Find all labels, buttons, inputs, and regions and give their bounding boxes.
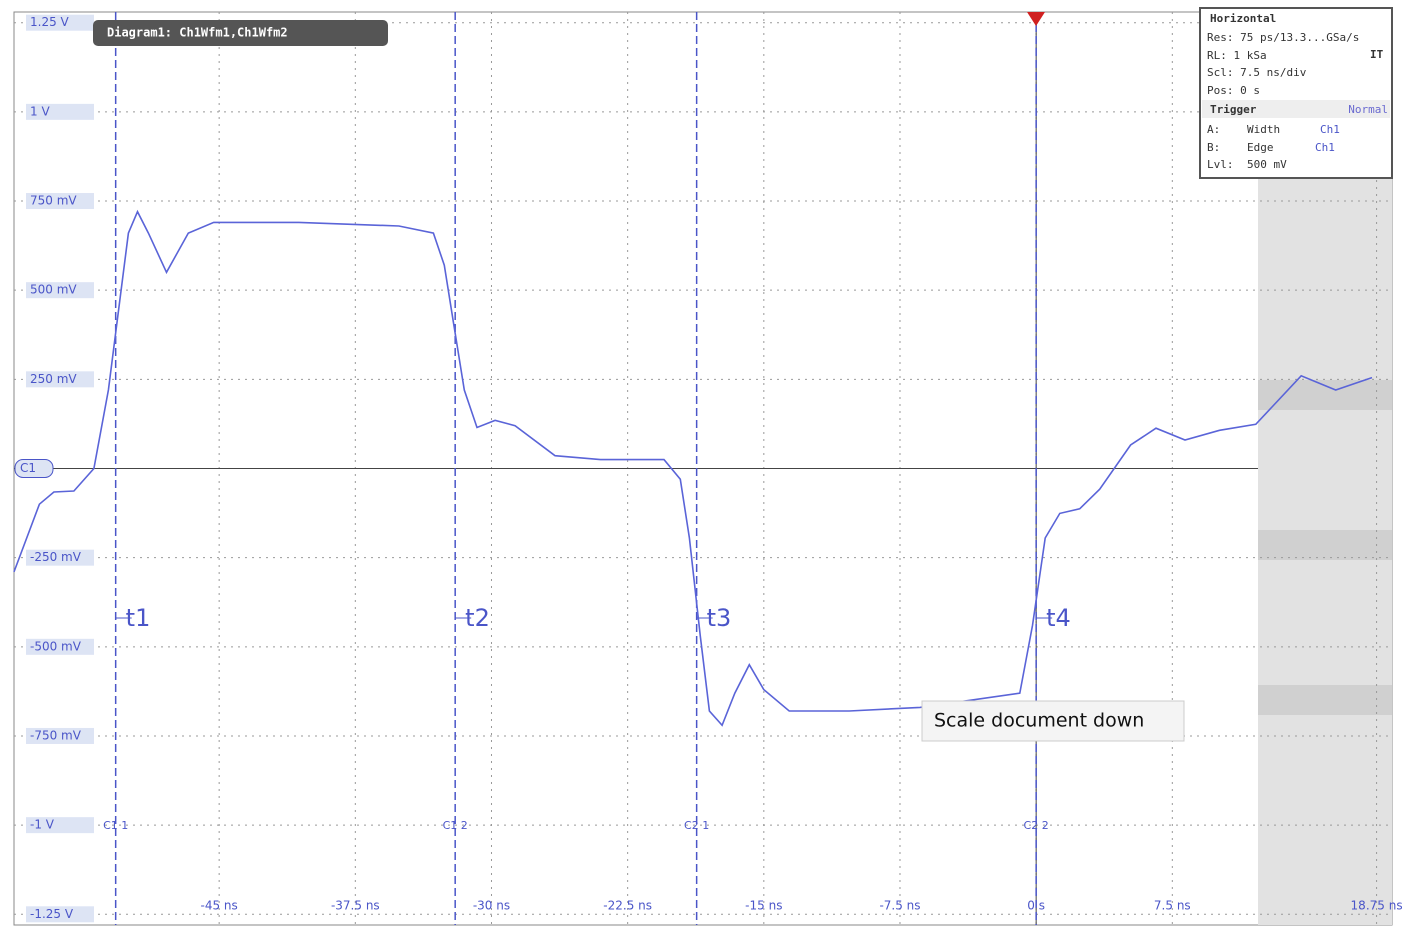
cursor-marker: C1 2	[443, 819, 468, 832]
cursor-marker: C2 1	[684, 819, 709, 832]
y-tick-bg	[26, 549, 94, 566]
y-tick-bg	[26, 817, 94, 834]
trigger-b: B:	[1207, 141, 1220, 154]
tooltip	[921, 700, 1185, 742]
waveform	[13, 209, 1373, 727]
y-tick-label: -750 mV	[30, 728, 82, 742]
y-tick-bg	[26, 371, 94, 388]
y-tick-label: -500 mV	[30, 639, 82, 653]
x-tick-label: -7.5 ns	[879, 899, 920, 913]
panel-box	[1199, 7, 1393, 179]
y-tick-label: 250 mV	[30, 372, 77, 386]
trigger-a: A:	[1207, 123, 1220, 136]
trigger-header	[1202, 100, 1390, 118]
y-tick-bg	[26, 727, 94, 744]
channel-marker-bg	[14, 459, 54, 478]
tooltip-text: Scale document down	[934, 710, 1144, 732]
trigger-a-type: Width	[1247, 123, 1280, 136]
trigger-b-type: Edge	[1247, 141, 1274, 154]
y-tick-bg	[26, 906, 94, 923]
x-tick-label: -45 ns	[201, 899, 238, 913]
trigger-mode: Normal	[1348, 103, 1388, 116]
trigger-title: Trigger	[1210, 103, 1257, 116]
diagram-tab	[93, 20, 388, 46]
cursor-marker: C1 1	[103, 819, 128, 832]
horizontal-panel: Horizontal Res: 75 ps/13.3...GSa/s IT RL…	[1199, 7, 1393, 179]
y-tick-label: 1.25 V	[30, 15, 70, 29]
trigger-a-src: Ch1	[1320, 123, 1340, 136]
x-tick-label: -22.5 ns	[603, 899, 652, 913]
panel-rl: RL: 1 kSa	[1207, 49, 1267, 62]
y-tick-bg	[26, 14, 94, 31]
y-tick-bg	[26, 103, 94, 120]
panel-title: Horizontal	[1210, 12, 1276, 25]
y-tick-label: -1 V	[30, 818, 55, 832]
trigger-lvl-value: 500 mV	[1247, 158, 1287, 171]
diagram-label: Diagram1: Ch1Wfm1,Ch1Wfm2	[107, 26, 288, 40]
y-tick-bg	[26, 282, 94, 299]
cursor-label: t2	[465, 604, 490, 632]
y-tick-label: -250 mV	[30, 550, 82, 564]
cursor-label: t1	[126, 604, 151, 632]
channel-marker: C1	[20, 461, 36, 475]
x-tick-label: -37.5 ns	[331, 899, 380, 913]
panel-scl: Scl: 7.5 ns/div	[1207, 66, 1307, 79]
y-tick-label: -1.25 V	[30, 907, 74, 921]
band	[1258, 530, 1392, 560]
y-tick-bg	[26, 193, 94, 210]
y-tick-label: 1 V	[30, 104, 50, 118]
y-tick-bg	[26, 638, 94, 655]
band	[1258, 380, 1392, 410]
x-tick-label: 18.75 ns	[1351, 899, 1403, 913]
cursor-label: t4	[1046, 604, 1071, 632]
x-tick-label: -15 ns	[745, 899, 782, 913]
panel-pos: Pos: 0 s	[1207, 84, 1260, 97]
y-tick-label: 750 mV	[30, 194, 77, 208]
band	[1258, 685, 1392, 715]
trigger-marker	[1027, 12, 1045, 26]
trigger-b-src: Ch1	[1315, 141, 1335, 154]
y-tick-label: 500 mV	[30, 283, 77, 297]
cursor-marker: C2 2	[1024, 819, 1049, 832]
x-tick-label: -30 ns	[473, 899, 510, 913]
trigger-lvl: Lvl:	[1207, 158, 1234, 171]
cursor-label: t3	[707, 604, 732, 632]
panel-mode: IT	[1370, 48, 1384, 61]
x-tick-label: 7.5 ns	[1154, 899, 1191, 913]
panel-res: Res: 75 ps/13.3...GSa/s	[1207, 31, 1359, 44]
